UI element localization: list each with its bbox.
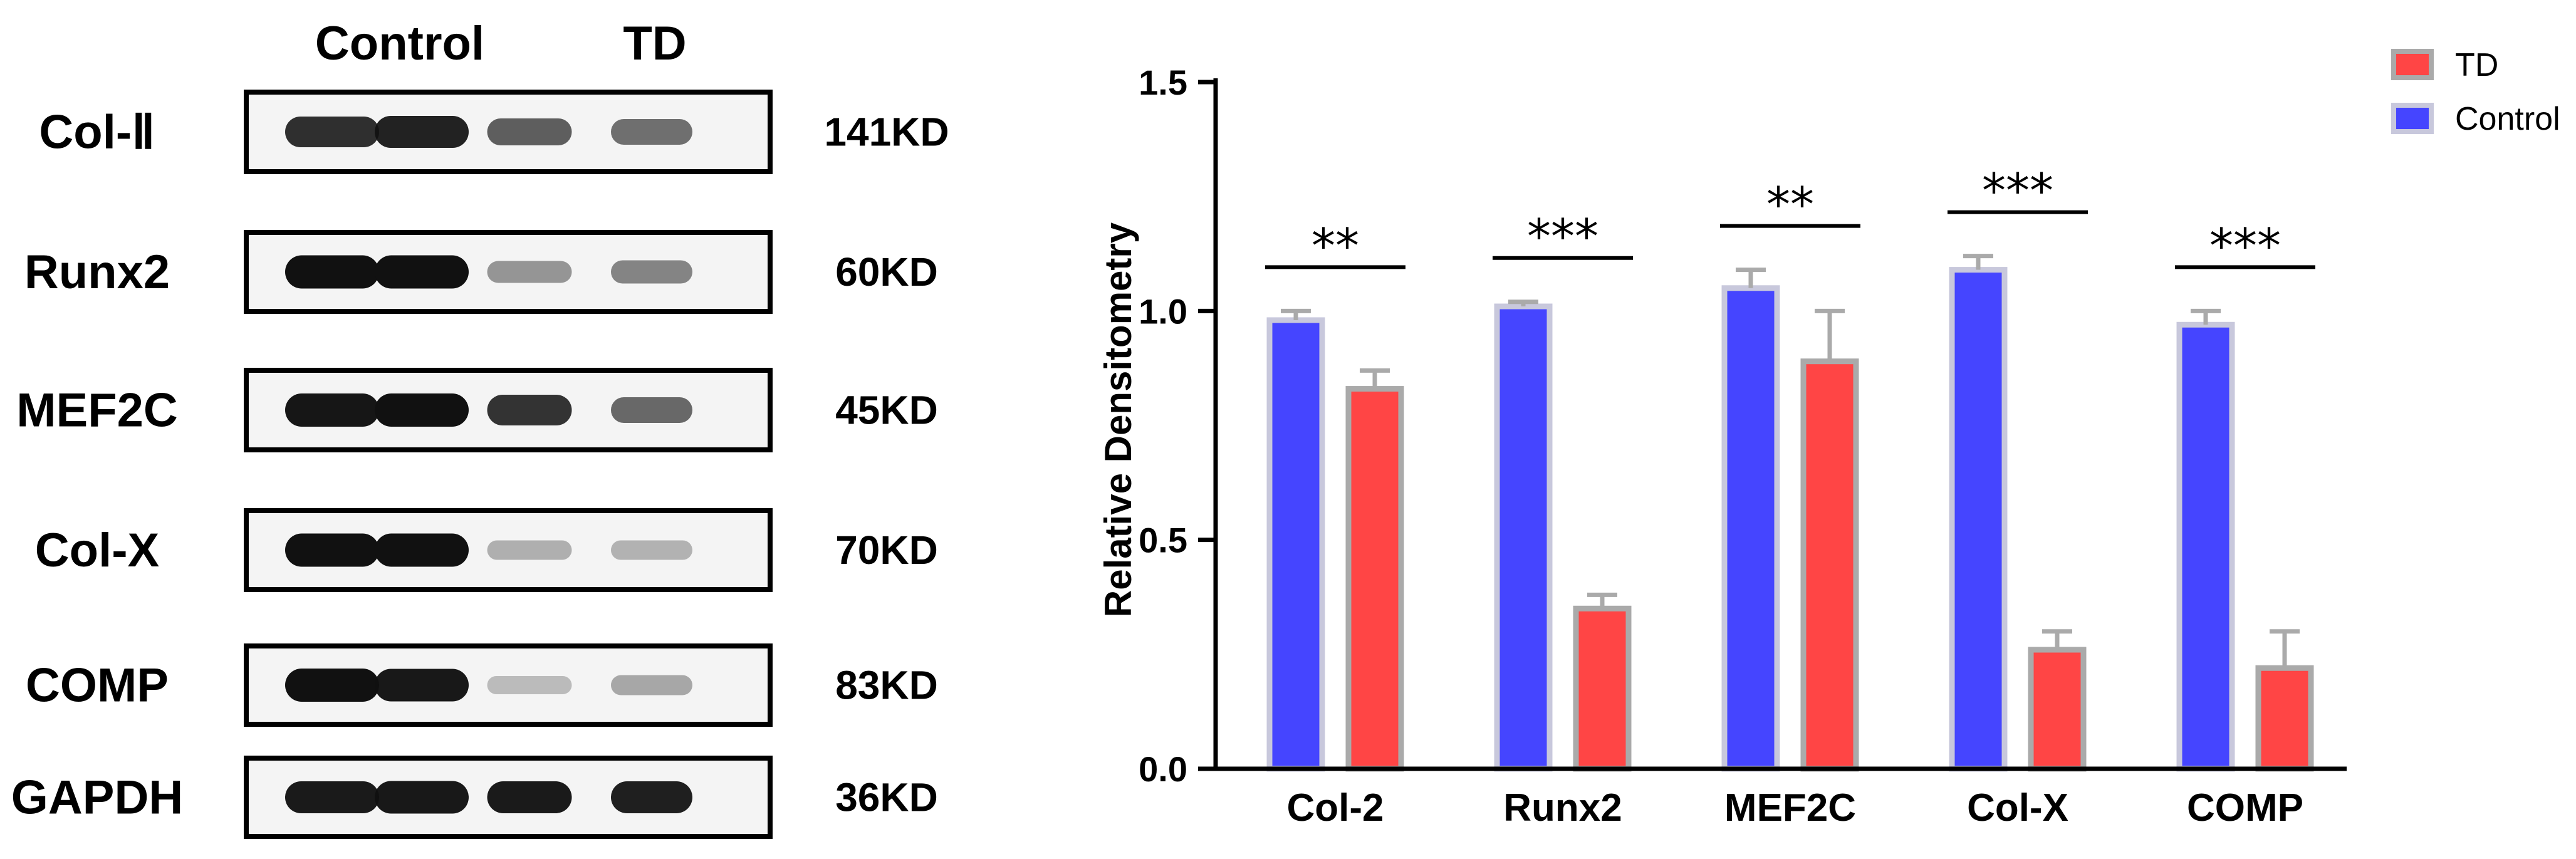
x-tick-label: MEF2C: [1724, 786, 1856, 830]
y-tick-label: 1.0: [1139, 291, 1187, 331]
blot-band: [611, 397, 692, 423]
blot-band: [375, 781, 469, 814]
blot-box: [244, 756, 773, 839]
y-axis-label: Relative Densitometry: [1097, 222, 1139, 617]
blot-row-label: COMP: [26, 659, 169, 712]
blot-row-label: Runx2: [24, 246, 170, 299]
bar-control-mef2c: [1721, 285, 1780, 772]
blot-band: [285, 255, 379, 289]
bars: [1266, 254, 2314, 772]
legend-label-td: TD: [2455, 47, 2498, 83]
blot-size-label: 141KD: [824, 110, 949, 155]
blot-size-label: 60KD: [835, 249, 938, 294]
significance-stars: ***: [1982, 163, 2053, 219]
legend: TD Control: [2391, 47, 2560, 137]
significance-stars: ***: [1527, 209, 1598, 264]
blot-size-label: 45KD: [835, 388, 938, 433]
bar-chart-panel: Relative Densitometry 0.00.51.01.5 ** ***…: [1097, 47, 2560, 830]
bar-control-comp: [2176, 321, 2235, 772]
blot-box: [244, 230, 773, 314]
y-tick-label: 1.5: [1139, 63, 1187, 102]
significance-markers: ** ***** ******: [1265, 163, 2315, 273]
blot-row-label: Col-Ⅱ: [39, 106, 155, 159]
blot-row-label: GAPDH: [11, 771, 183, 825]
blot-row-label: MEF2C: [16, 384, 178, 437]
bar-td-mef2c: [1800, 358, 1859, 772]
blot-band: [375, 669, 469, 702]
blot-size-label: 83KD: [835, 663, 938, 708]
blot-box: [244, 643, 773, 727]
blot-band: [285, 669, 379, 702]
blot-band: [611, 540, 692, 560]
significance-stars: **: [1766, 177, 1814, 232]
blot-band: [487, 261, 572, 283]
blot-band: [487, 781, 572, 813]
blot-band: [611, 119, 692, 145]
blot-band: [487, 540, 572, 560]
significance-stars: **: [1311, 217, 1359, 273]
blot-row-label: Col-X: [35, 524, 160, 577]
x-tick-label: Col-X: [1967, 786, 2068, 830]
blot-band: [375, 255, 469, 289]
blot-band: [285, 117, 379, 147]
significance-stars: ***: [2209, 217, 2281, 273]
blot-col-header-td: TD: [623, 17, 686, 70]
bar-control-runx2: [1494, 303, 1553, 772]
blot-band: [375, 393, 469, 427]
bar-td-col-x: [2028, 647, 2087, 772]
y-axis-ticks: 0.0 0.5 1.0 1.5: [1139, 63, 1216, 789]
blot-band: [611, 675, 692, 695]
x-tick-label: Runx2: [1503, 786, 1622, 830]
legend-swatch-td: [2391, 49, 2434, 80]
blot-size-label: 70KD: [835, 528, 938, 573]
bar-td-col-2: [1345, 386, 1404, 772]
blot-col-header-control: Control: [315, 17, 484, 70]
blot-band: [611, 260, 692, 284]
x-tick-label: Col-2: [1287, 786, 1384, 830]
blot-band: [487, 118, 572, 145]
blot-size-label: 36KD: [835, 775, 938, 820]
legend-swatch-control: [2391, 103, 2434, 134]
bar-control-col-2: [1266, 317, 1325, 772]
blot-band: [487, 395, 572, 425]
legend-label-control: Control: [2455, 101, 2560, 137]
blot-band: [285, 533, 379, 567]
bar-td-comp: [2255, 665, 2314, 772]
bar-td-runx2: [1573, 605, 1632, 772]
blot-box: [244, 508, 773, 592]
x-axis-tick-labels: Col-2 Runx2 MEF2C Col-X COMP: [1287, 786, 2304, 830]
y-tick-label: 0.5: [1139, 521, 1187, 560]
blot-rows: Col-Ⅱ 141KD Runx2 60KD MEF2C 45KD Col-X 70KD COM…: [11, 90, 949, 839]
blot-box: [244, 368, 773, 452]
blot-band: [375, 533, 469, 567]
blot-band: [611, 781, 692, 813]
y-tick-label: 0.0: [1139, 749, 1187, 789]
blot-band: [285, 393, 379, 427]
x-tick-label: COMP: [2187, 786, 2303, 830]
blot-box: [244, 90, 773, 174]
blot-band: [487, 676, 572, 694]
blot-band: [285, 781, 379, 813]
bar-control-col-x: [1949, 267, 2008, 772]
blot-band: [375, 116, 469, 148]
